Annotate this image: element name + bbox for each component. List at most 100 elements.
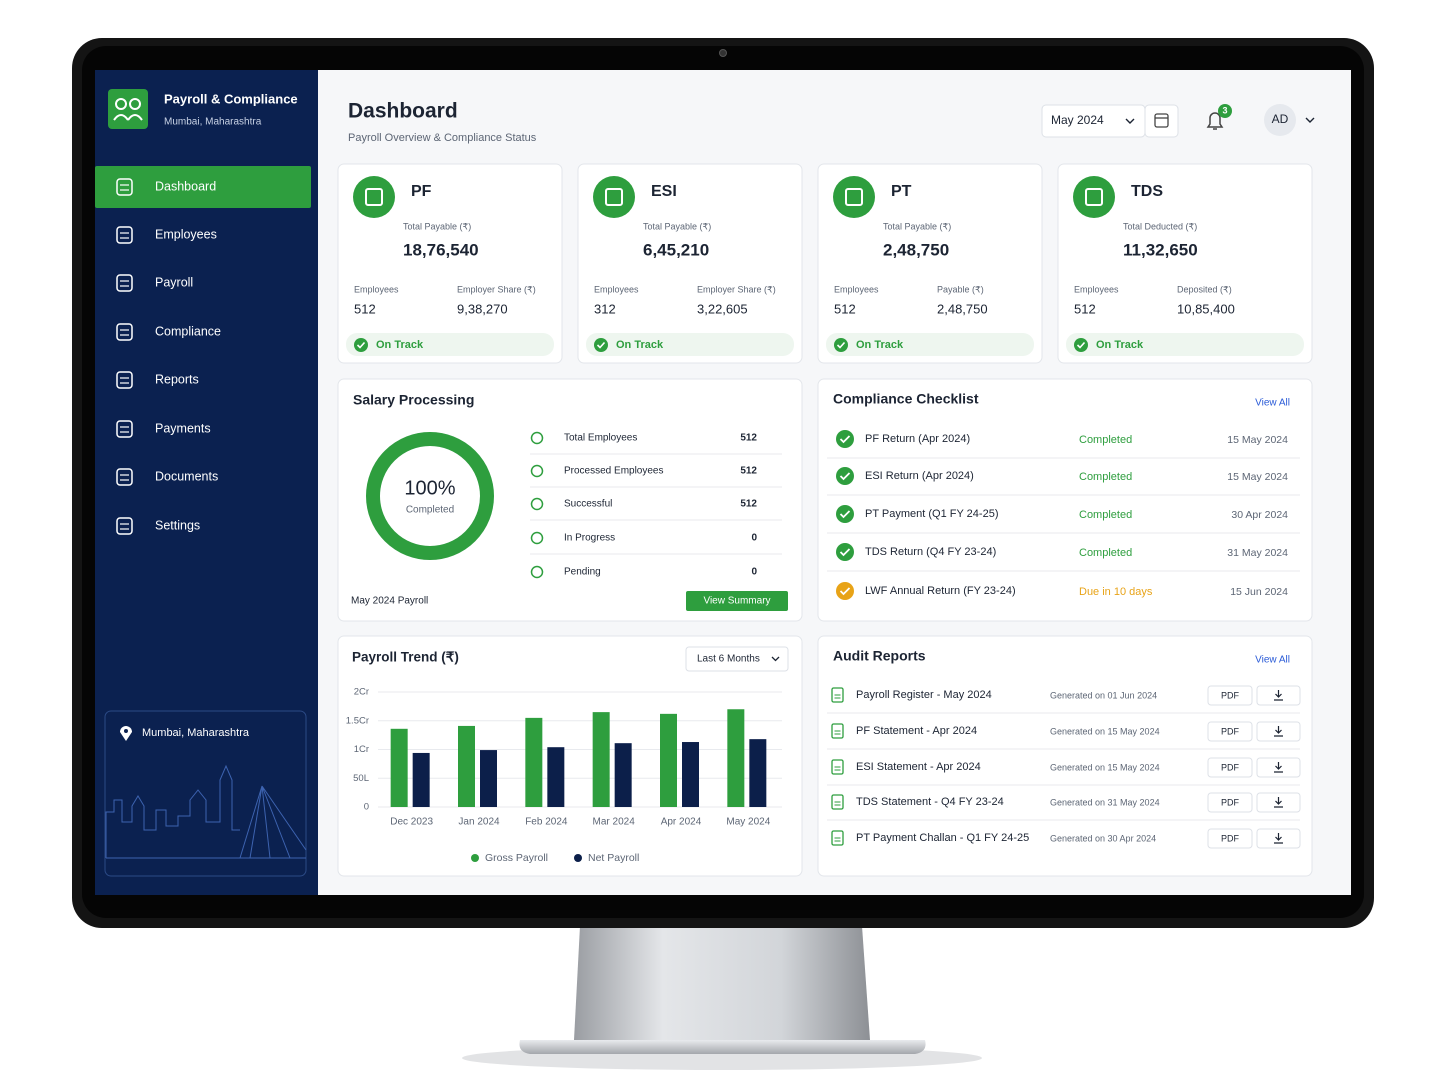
item-status: Completed [1079, 471, 1132, 483]
donut-status: Completed [406, 505, 454, 516]
summary-card [577, 163, 803, 364]
report-name: TDS Statement - Q4 FY 23-24 [856, 796, 1004, 808]
calendar-button[interactable] [1144, 104, 1179, 138]
nav-item[interactable]: Reports [155, 372, 199, 386]
report-date: Generated on 31 May 2024 [1050, 797, 1160, 807]
stat-value: 10,85,400 [1177, 301, 1235, 316]
card-name: PF [411, 183, 432, 200]
bar [480, 750, 497, 807]
range-select[interactable] [685, 646, 789, 672]
pdf-button[interactable] [1207, 721, 1253, 742]
nav-icon [116, 420, 133, 438]
stat-value: 512 [834, 301, 856, 316]
stat-value: 312 [594, 301, 616, 316]
bar [547, 747, 565, 807]
legend-label: Gross Payroll [485, 852, 548, 864]
item-status: Due in 10 days [1079, 586, 1153, 598]
status-text: On Track [856, 339, 904, 351]
bar [749, 739, 767, 807]
view-all-link[interactable]: View All [1255, 655, 1290, 666]
nav-item[interactable]: Dashboard [155, 179, 216, 193]
row-label: In Progress [564, 533, 615, 544]
item-status: Completed [1079, 547, 1132, 559]
button-label[interactable]: View Summary [703, 596, 770, 607]
nav-item[interactable]: Employees [155, 227, 217, 241]
pdf-button[interactable] [1207, 685, 1253, 706]
avatar[interactable] [1264, 104, 1296, 136]
panel [337, 635, 803, 877]
card-icon-glyph [1085, 188, 1103, 206]
bar [412, 752, 430, 807]
item-status: Completed [1079, 509, 1132, 521]
pdf-label[interactable]: PDF [1221, 690, 1240, 700]
item-date: 30 Apr 2024 [1231, 509, 1288, 521]
check-icon [836, 505, 854, 523]
stat-label: Employees [1074, 284, 1119, 294]
check-glyph [839, 435, 851, 444]
x-tick-label: Feb 2024 [525, 817, 568, 828]
status-pill [826, 333, 1034, 356]
status-icon [594, 338, 608, 352]
logo-glyph [129, 98, 141, 110]
pdf-label[interactable]: PDF [1221, 797, 1240, 807]
y-tick-label: 50L [353, 773, 369, 784]
stat-label: Employer Share (₹) [697, 284, 776, 294]
row-value: 0 [751, 567, 757, 578]
card-name: PT [891, 183, 912, 200]
pdf-button[interactable] [1207, 757, 1253, 778]
logo [108, 89, 148, 129]
status-pill [1066, 333, 1304, 356]
pdf-button[interactable] [1207, 828, 1253, 849]
total-label: Total Payable (₹) [643, 221, 711, 231]
total-value: 11,32,650 [1123, 240, 1198, 259]
row-value: 512 [740, 433, 757, 444]
chart-title: Payroll Trend (₹) [352, 650, 459, 665]
download-icon [1274, 726, 1283, 737]
bar [525, 717, 543, 807]
x-tick-label: Dec 2023 [390, 817, 433, 828]
legend-label: Net Payroll [588, 852, 639, 864]
footer-location: Mumbai, Maharashtra [142, 727, 250, 739]
report-name: ESI Statement - Apr 2024 [856, 761, 981, 773]
nav-item[interactable]: Payments [155, 421, 211, 435]
nav-item[interactable]: Settings [155, 518, 200, 532]
card-icon-glyph [365, 188, 383, 206]
item-date: 15 Jun 2024 [1230, 586, 1288, 598]
stand-base [519, 1040, 926, 1054]
card-icon-glyph [605, 188, 623, 206]
status-text: On Track [1096, 339, 1144, 351]
total-label: Total Payable (₹) [883, 221, 951, 231]
item-status: Completed [1079, 434, 1132, 446]
donut-percent: 100% [404, 477, 455, 499]
pdf-label[interactable]: PDF [1221, 762, 1240, 772]
nav-item[interactable]: Documents [155, 469, 218, 483]
row-label: Successful [564, 499, 612, 510]
row-label: Pending [564, 567, 601, 578]
nav-icon [116, 517, 133, 535]
nav-icon [116, 371, 133, 389]
pdf-label[interactable]: PDF [1221, 833, 1240, 843]
x-tick-label: Jan 2024 [458, 817, 500, 828]
doc-icon [831, 759, 844, 775]
status-check [836, 341, 846, 349]
bell-icon[interactable] [1206, 112, 1224, 130]
nav-item[interactable]: Payroll [155, 275, 193, 289]
check-icon [836, 467, 854, 485]
view-summary-button[interactable] [686, 591, 788, 611]
doc-icon [831, 723, 844, 739]
summary-card [817, 163, 1043, 364]
pdf-label[interactable]: PDF [1221, 726, 1240, 736]
report-date: Generated on 15 May 2024 [1050, 726, 1160, 736]
stat-label: Employer Share (₹) [457, 284, 536, 294]
panel-title: Salary Processing [353, 392, 474, 408]
nav-item[interactable]: Compliance [155, 324, 221, 338]
pdf-button[interactable] [1207, 792, 1253, 813]
stat-label: Employees [594, 284, 639, 294]
bar [458, 725, 475, 807]
pin-dot [124, 729, 128, 733]
y-tick-label: 1.5Cr [346, 715, 369, 726]
item-name: PT Payment (Q1 FY 24-25) [865, 508, 998, 520]
item-name: LWF Annual Return (FY 23-24) [865, 585, 1016, 597]
bar [682, 742, 699, 807]
view-all-link[interactable]: View All [1255, 398, 1290, 409]
